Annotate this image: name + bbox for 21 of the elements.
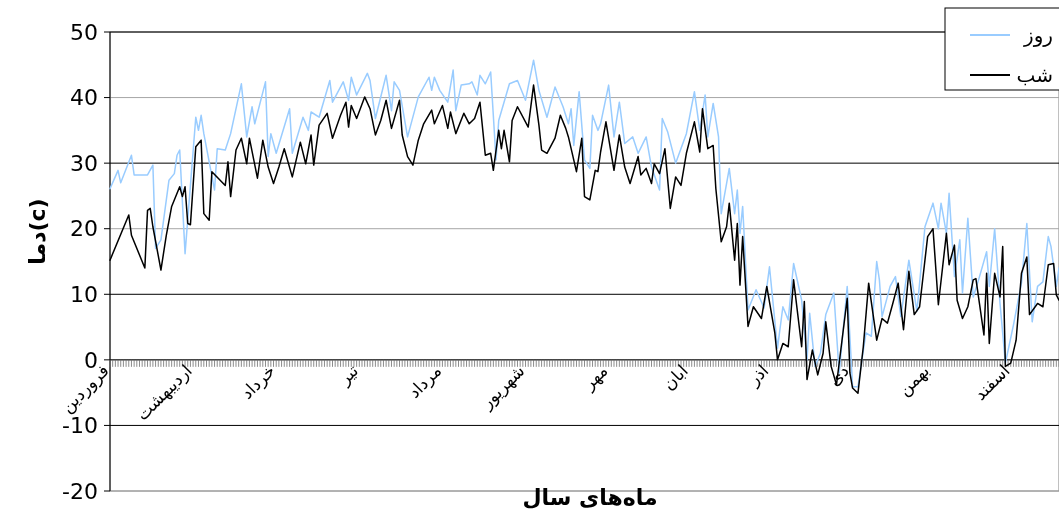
y-tick-label: 50 (70, 19, 98, 45)
x-tick-label: اسفند (970, 360, 1014, 405)
y-tick-label: 0 (84, 347, 98, 373)
y-tick-label: -20 (62, 478, 98, 504)
x-tick-label: مهر (577, 360, 613, 395)
y-tick-label: 30 (70, 150, 98, 176)
x-tick-label: بهمن (894, 360, 934, 401)
x-tick-label: ابان (658, 360, 692, 394)
x-tick-label: اذر (742, 360, 773, 390)
x-tick-label: تیر (333, 360, 363, 389)
legend-label: شب (1016, 63, 1053, 87)
y-tick-label: 40 (70, 85, 98, 111)
y-tick-label: 20 (70, 216, 98, 242)
y-tick-label: 10 (70, 281, 98, 307)
x-tick-label: خرداد (236, 360, 280, 403)
x-axis-title: ماه‌های سال (522, 485, 658, 510)
x-tick-label: اردیبهشت (132, 360, 197, 425)
legend-label: روز (1023, 23, 1053, 47)
x-tick-label: شهریور (475, 360, 530, 414)
x-tick-label: مرداد (403, 360, 446, 402)
y-axis-title: دما(c) (25, 198, 50, 265)
